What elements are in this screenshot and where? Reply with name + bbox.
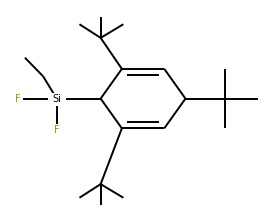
Text: Si: Si bbox=[52, 94, 61, 104]
Text: F: F bbox=[15, 94, 20, 104]
Text: F: F bbox=[54, 125, 59, 135]
